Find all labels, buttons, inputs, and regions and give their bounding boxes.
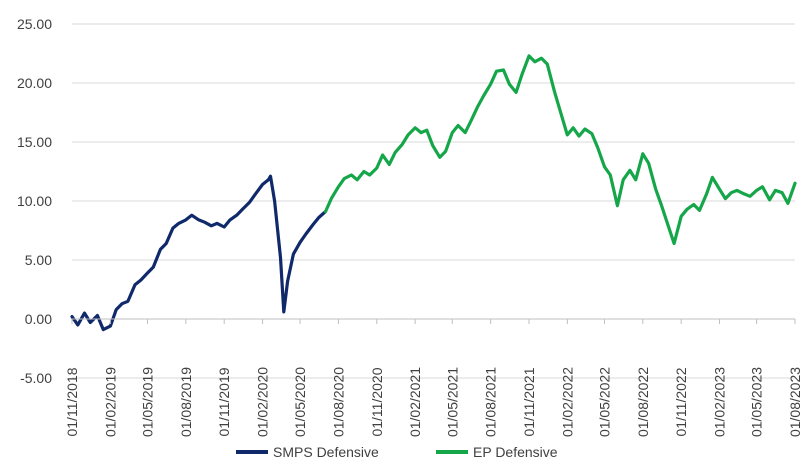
y-tick-label: -5.00 — [20, 370, 52, 386]
legend-label-smps-defensive: SMPS Defensive — [273, 444, 379, 459]
x-tick-label: 01/08/2019 — [178, 367, 194, 437]
x-tick-label: 01/08/2023 — [787, 367, 801, 437]
x-tick-label: 01/02/2021 — [407, 367, 423, 437]
y-axis-tick-labels: 25.00 20.00 15.00 10.00 5.00 0.00 -5.00 — [17, 16, 52, 386]
x-tick-label: 01/08/2022 — [635, 367, 651, 437]
x-tick-label: 01/02/2023 — [712, 367, 728, 437]
x-axis — [71, 318, 796, 324]
x-tick-label: 01/08/2021 — [483, 367, 499, 437]
x-tick-label: 01/02/2019 — [102, 367, 118, 437]
y-tick-label: 25.00 — [17, 16, 52, 32]
x-tick-label: 01/05/2022 — [596, 367, 612, 437]
x-tick-label: 01/08/2020 — [330, 367, 346, 437]
x-tick-label: 01/11/2019 — [216, 367, 232, 436]
series-lines — [70, 54, 797, 332]
y-tick-label: 20.00 — [17, 75, 52, 91]
x-tick-label: 01/11/2022 — [673, 367, 689, 436]
y-tick-label: 10.00 — [17, 193, 52, 209]
legend: SMPS Defensive EP Defensive — [236, 444, 558, 459]
x-tick-label: 01/05/2021 — [444, 367, 460, 437]
x-tick-label: 01/11/2021 — [521, 367, 537, 436]
gridlines — [72, 23, 795, 379]
x-tick-label: 01/05/2019 — [139, 367, 155, 437]
x-tick-label: 01/11/2020 — [369, 367, 385, 436]
x-tick-label: 01/02/2022 — [559, 367, 575, 437]
x-tick-label: 01/11/2018 — [64, 367, 80, 436]
y-tick-label: 0.00 — [25, 311, 52, 327]
x-tick-label: 01/02/2020 — [255, 367, 271, 437]
x-tick-label: 01/05/2023 — [749, 367, 765, 437]
x-axis-tick-labels: 01/11/2018 01/02/2019 01/05/2019 01/08/2019… — [64, 367, 801, 437]
series-line-ep-defensive — [323, 54, 797, 246]
series-line-smps-defensive — [70, 174, 328, 332]
y-tick-label: 15.00 — [17, 134, 52, 150]
legend-label-ep-defensive: EP Defensive — [473, 444, 558, 459]
y-tick-label: 5.00 — [25, 252, 52, 268]
x-tick-label: 01/05/2020 — [292, 367, 308, 437]
